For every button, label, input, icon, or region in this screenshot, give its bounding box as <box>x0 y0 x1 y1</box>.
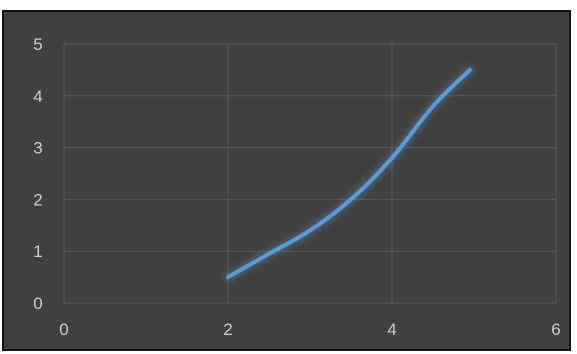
x-tick-label: 2 <box>223 320 232 339</box>
gridlines <box>63 43 557 304</box>
series-layer <box>223 65 475 282</box>
y-tick-label: 2 <box>33 190 42 209</box>
chart-frame <box>2 10 571 351</box>
series-line-glow <box>223 65 475 282</box>
tick-labels: 0 1 2 3 4 5 0 2 4 6 <box>33 35 560 339</box>
y-tick-label: 5 <box>33 35 42 54</box>
y-tick-label: 0 <box>33 294 42 313</box>
y-tick-label: 1 <box>33 242 42 261</box>
y-tick-label: 3 <box>33 139 42 158</box>
series-line <box>226 67 472 280</box>
x-tick-label: 6 <box>551 320 560 339</box>
x-tick-label: 4 <box>387 320 396 339</box>
y-tick-label: 4 <box>33 87 42 106</box>
x-tick-label: 0 <box>59 320 68 339</box>
